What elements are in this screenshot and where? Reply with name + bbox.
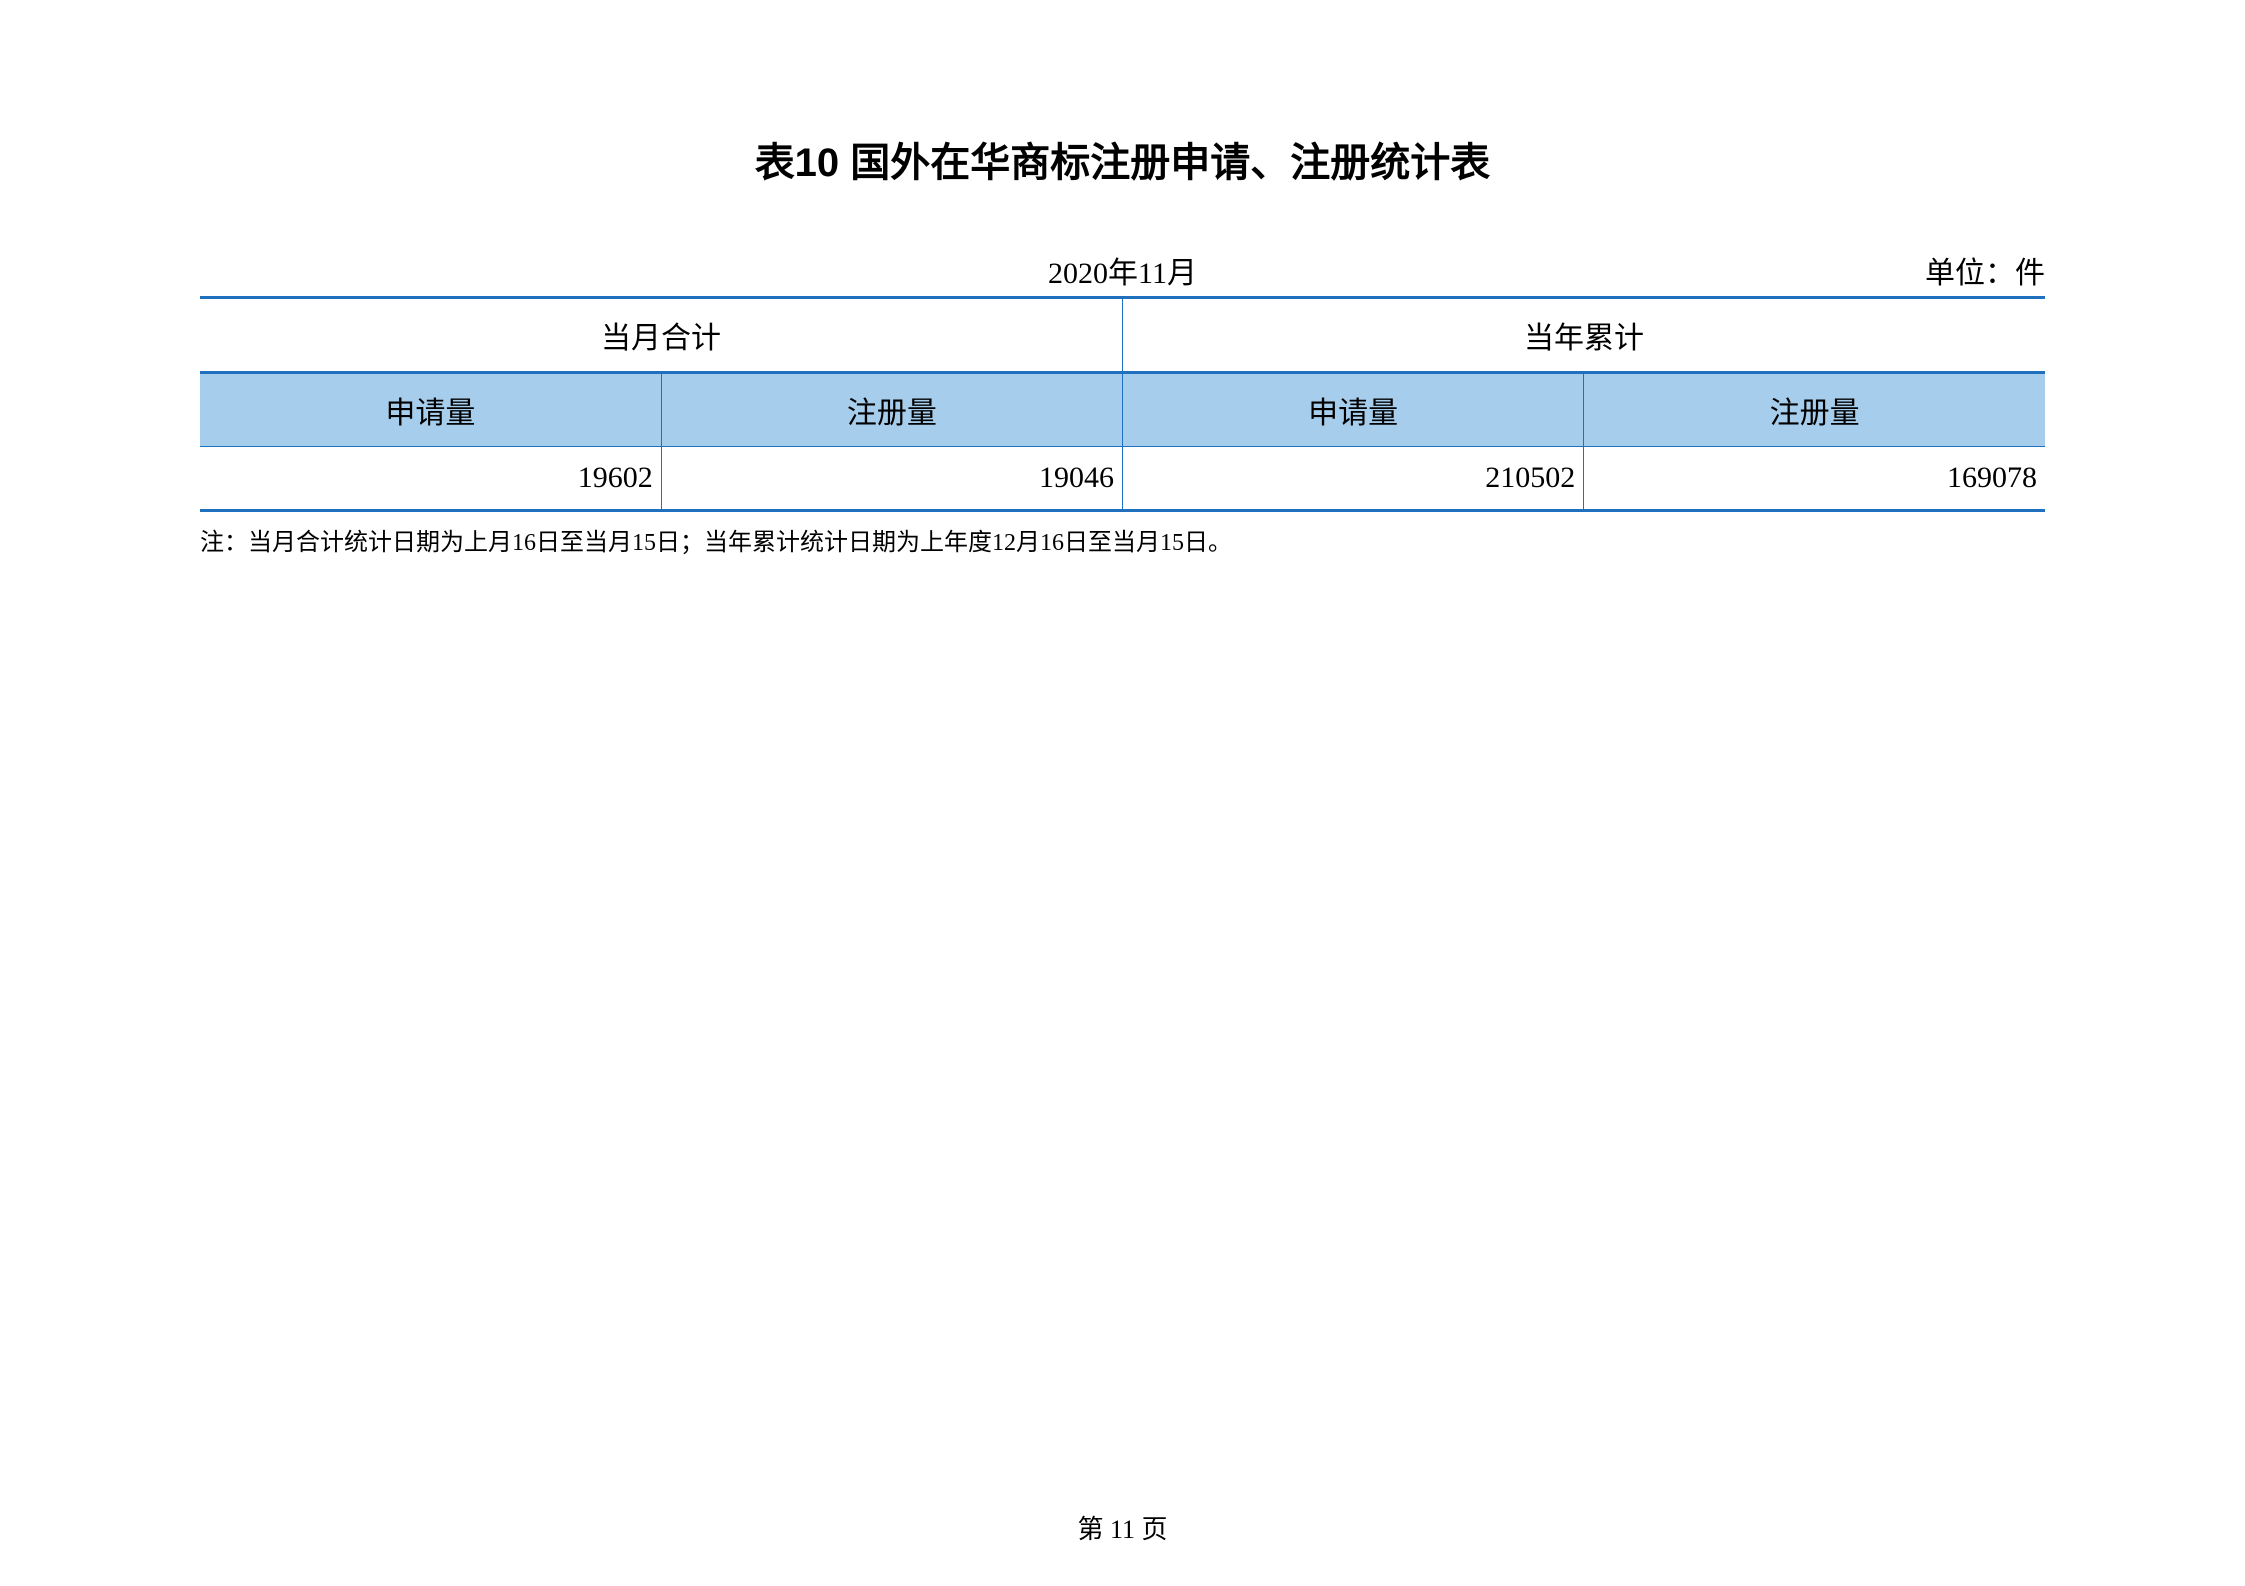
group-header-row: 当月合计 当年累计	[200, 298, 2045, 373]
unit-label: 单位：件	[1925, 248, 2045, 292]
group-header-monthly: 当月合计	[200, 298, 1123, 373]
col-header-3: 注册量	[1584, 373, 2045, 447]
data-cell-1: 19046	[661, 447, 1122, 511]
data-cell-0: 19602	[200, 447, 661, 511]
group-header-yearly: 当年累计	[1123, 298, 2046, 373]
footnote: 注：当月合计统计日期为上月16日至当月15日；当年累计统计日期为上年度12月16…	[200, 522, 2045, 557]
column-header-row: 申请量 注册量 申请量 注册量	[200, 373, 2045, 447]
date-label: 2020年11月	[1048, 248, 1197, 292]
table-title: 表10 国外在华商标注册申请、注册统计表	[200, 130, 2045, 188]
col-header-2: 申请量	[1123, 373, 1584, 447]
data-cell-3: 169078	[1584, 447, 2045, 511]
col-header-1: 注册量	[661, 373, 1122, 447]
statistics-table: 当月合计 当年累计 申请量 注册量 申请量 注册量 19602 19046 21…	[200, 296, 2045, 512]
page-number: 第 11 页	[1077, 1509, 1167, 1546]
meta-row: 2020年11月 单位：件	[200, 248, 2045, 288]
data-row: 19602 19046 210502 169078	[200, 447, 2045, 511]
data-cell-2: 210502	[1123, 447, 1584, 511]
col-header-0: 申请量	[200, 373, 661, 447]
